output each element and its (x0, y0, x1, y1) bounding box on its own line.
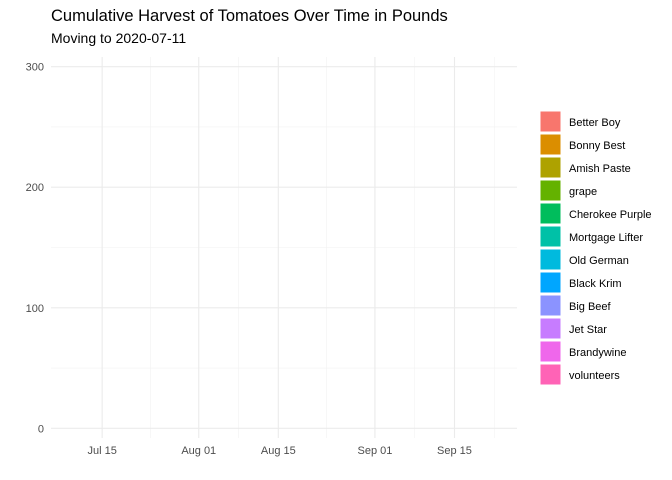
legend-swatch (539, 110, 562, 133)
x-tick-label: Aug 15 (261, 445, 296, 457)
major-gridlines (51, 57, 517, 438)
legend-label: Black Krim (569, 278, 622, 290)
legend-label: Better Boy (569, 117, 621, 129)
legend-label: Old German (569, 255, 629, 267)
legend-item: Cherokee Purple (539, 202, 652, 225)
legend-item: Bonny Best (539, 133, 625, 156)
legend-swatch (539, 133, 562, 156)
legend-label: Mortgage Lifter (569, 232, 643, 244)
minor-gridlines (51, 57, 517, 438)
legend-label: Jet Star (569, 324, 607, 336)
legend-label: Amish Paste (569, 163, 631, 175)
y-tick-label: 200 (26, 182, 44, 194)
legend-swatch (539, 225, 562, 248)
legend-item: Brandywine (539, 340, 626, 363)
legend-label: volunteers (569, 370, 620, 382)
y-axis: 0 100 200 300 (26, 62, 44, 436)
legend: Better Boy Bonny Best Amish Paste grape Cher… (539, 110, 652, 386)
x-tick-label: Jul 15 (87, 445, 116, 457)
x-tick-label: Aug 01 (181, 445, 216, 457)
legend-swatch (539, 156, 562, 179)
legend-item: Better Boy (539, 110, 621, 133)
legend-swatch (539, 317, 562, 340)
legend-item: Black Krim (539, 271, 622, 294)
chart-subtitle: Moving to 2020-07-11 (51, 30, 186, 46)
legend-swatch (539, 248, 562, 271)
legend-swatch (539, 179, 562, 202)
legend-swatch (539, 340, 562, 363)
legend-label: Bonny Best (569, 140, 625, 152)
legend-swatch (539, 363, 562, 386)
legend-swatch (539, 294, 562, 317)
x-tick-label: Sep 01 (357, 445, 392, 457)
legend-item: Amish Paste (539, 156, 631, 179)
legend-item: grape (539, 179, 597, 202)
y-tick-label: 0 (38, 423, 44, 435)
legend-label: Brandywine (569, 347, 626, 359)
legend-item: Big Beef (539, 294, 612, 317)
legend-label: Big Beef (569, 301, 612, 313)
legend-item: volunteers (539, 363, 620, 386)
legend-label: Cherokee Purple (569, 209, 652, 221)
legend-swatch (539, 202, 562, 225)
legend-item: Old German (539, 248, 629, 271)
y-tick-label: 300 (26, 62, 44, 74)
x-axis: Jul 15 Aug 01 Aug 15 Sep 01 Sep 15 (87, 445, 471, 457)
x-tick-label: Sep 15 (437, 445, 472, 457)
legend-item: Mortgage Lifter (539, 225, 643, 248)
y-tick-label: 100 (26, 303, 44, 315)
legend-label: grape (569, 186, 597, 198)
plot-panel (51, 57, 517, 438)
chart-title: Cumulative Harvest of Tomatoes Over Time… (51, 7, 448, 25)
legend-swatch (539, 271, 562, 294)
legend-item: Jet Star (539, 317, 607, 340)
